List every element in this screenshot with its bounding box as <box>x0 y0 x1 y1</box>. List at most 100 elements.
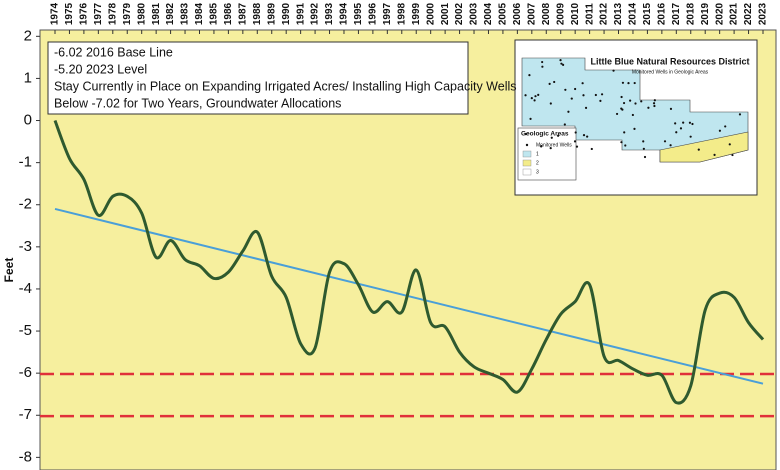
well-dot <box>559 58 562 62</box>
map-region <box>659 131 749 163</box>
x-tick-label: 2013 <box>613 2 624 25</box>
x-tick-label: 1984 <box>194 2 205 25</box>
well-dot <box>731 153 734 157</box>
x-tick-label: 2007 <box>526 2 537 25</box>
x-tick-label: 2014 <box>628 2 639 25</box>
y-tick-label: 1 <box>24 69 32 86</box>
well-dot <box>541 65 544 68</box>
well-dot <box>620 95 623 99</box>
x-tick-label: 1997 <box>382 2 393 25</box>
legend-swatch <box>522 150 532 158</box>
y-tick-label: -8 <box>19 448 32 465</box>
well-dot <box>642 147 645 150</box>
well-dot <box>540 145 543 148</box>
well-dot <box>652 102 656 105</box>
well-dot <box>633 81 636 85</box>
well-dot <box>663 140 667 143</box>
well-dot <box>534 95 537 98</box>
x-tick-label: 2000 <box>425 2 436 25</box>
x-tick-label: 1994 <box>339 2 350 25</box>
annotation: -5.20 2023 Level <box>54 62 147 76</box>
trend-line <box>54 207 764 385</box>
x-tick-label: 1988 <box>252 2 263 25</box>
x-tick-label: 2023 <box>758 2 769 25</box>
x-tick-label: 1977 <box>93 2 104 25</box>
well-dot <box>620 141 623 144</box>
x-tick-label: 1976 <box>79 2 90 25</box>
well-dot <box>524 94 527 97</box>
well-dot <box>647 106 650 109</box>
x-tick-label: 1993 <box>324 2 335 25</box>
well-dot <box>530 97 533 100</box>
x-tick-label: 2001 <box>440 2 451 25</box>
x-tick-label: 2003 <box>469 2 480 25</box>
annotation: Stay Currently in Place on Expanding Irr… <box>54 79 517 93</box>
inset-title: Little Blue Natural Resources District <box>590 56 749 66</box>
well-dot <box>541 60 544 64</box>
well-dot <box>574 87 577 91</box>
x-tick-label: 2017 <box>671 2 682 25</box>
well-dot <box>674 122 677 125</box>
well-dot <box>623 131 626 134</box>
well-dot <box>620 107 623 110</box>
legend-swatch <box>522 159 532 167</box>
well-dot <box>584 106 588 109</box>
y-tick-label: -2 <box>19 196 32 213</box>
well-dot <box>581 82 584 85</box>
well-dot <box>718 129 722 132</box>
x-tick-label: 1980 <box>136 2 147 25</box>
inset-legend-title: Geologic Areas <box>521 131 569 138</box>
well-dot <box>682 121 685 124</box>
well-dot <box>643 155 647 159</box>
well-dot <box>633 127 636 130</box>
y-tick-label: -4 <box>19 280 32 297</box>
well-dot <box>582 134 586 137</box>
well-dot <box>691 122 694 126</box>
inset-legend-item: 2 <box>536 160 539 166</box>
x-tick-label: 1991 <box>295 2 306 25</box>
inset-map: Little Blue Natural Resources District Mo… <box>514 39 758 196</box>
well-dot <box>624 144 627 147</box>
well-dot <box>675 131 678 134</box>
inset-legend-item: 3 <box>536 169 539 175</box>
x-tick-label: 1996 <box>368 2 379 25</box>
x-tick-label: 2006 <box>512 2 523 25</box>
well-dot <box>562 63 565 67</box>
well-dot <box>612 69 615 72</box>
well-dot <box>697 148 700 151</box>
well-dot <box>556 134 560 137</box>
x-tick-label: 2005 <box>498 2 509 25</box>
y-tick-label: -3 <box>19 238 32 255</box>
x-tick-label: 2011 <box>584 3 595 25</box>
inset-subtitle: Monitored Wells in Geologic Areas <box>632 69 709 75</box>
well-dot <box>570 97 573 100</box>
x-tick-label: 2015 <box>642 2 653 25</box>
x-tick-label: 2022 <box>743 2 754 25</box>
well-dot <box>586 135 589 138</box>
well-dot <box>728 143 731 146</box>
well-dot <box>631 113 634 117</box>
well-dot <box>653 99 656 102</box>
x-tick-label: 1990 <box>281 2 292 25</box>
x-tick-label: 2009 <box>555 2 566 25</box>
well-dot <box>529 117 532 120</box>
y-tick-label: -6 <box>19 364 32 381</box>
well-dot <box>688 121 692 124</box>
data-line <box>53 119 765 405</box>
well-dot <box>621 81 625 84</box>
well-dot <box>548 82 551 86</box>
well-dot <box>629 99 632 102</box>
well-dot <box>634 102 637 105</box>
annotation: Below -7.02 for Two Years, Groundwater A… <box>54 96 341 110</box>
well-dot <box>640 100 643 103</box>
well-dot <box>549 147 552 150</box>
well-dot <box>553 80 556 84</box>
well-dot <box>537 93 540 96</box>
well-dot <box>573 140 577 143</box>
well-dot <box>599 99 602 102</box>
inset-legend-item: 1 <box>536 151 539 157</box>
well-dot <box>627 82 630 85</box>
well-dot <box>738 113 742 116</box>
x-tick-label: 1981 <box>151 2 162 25</box>
annotation-box <box>47 41 469 115</box>
